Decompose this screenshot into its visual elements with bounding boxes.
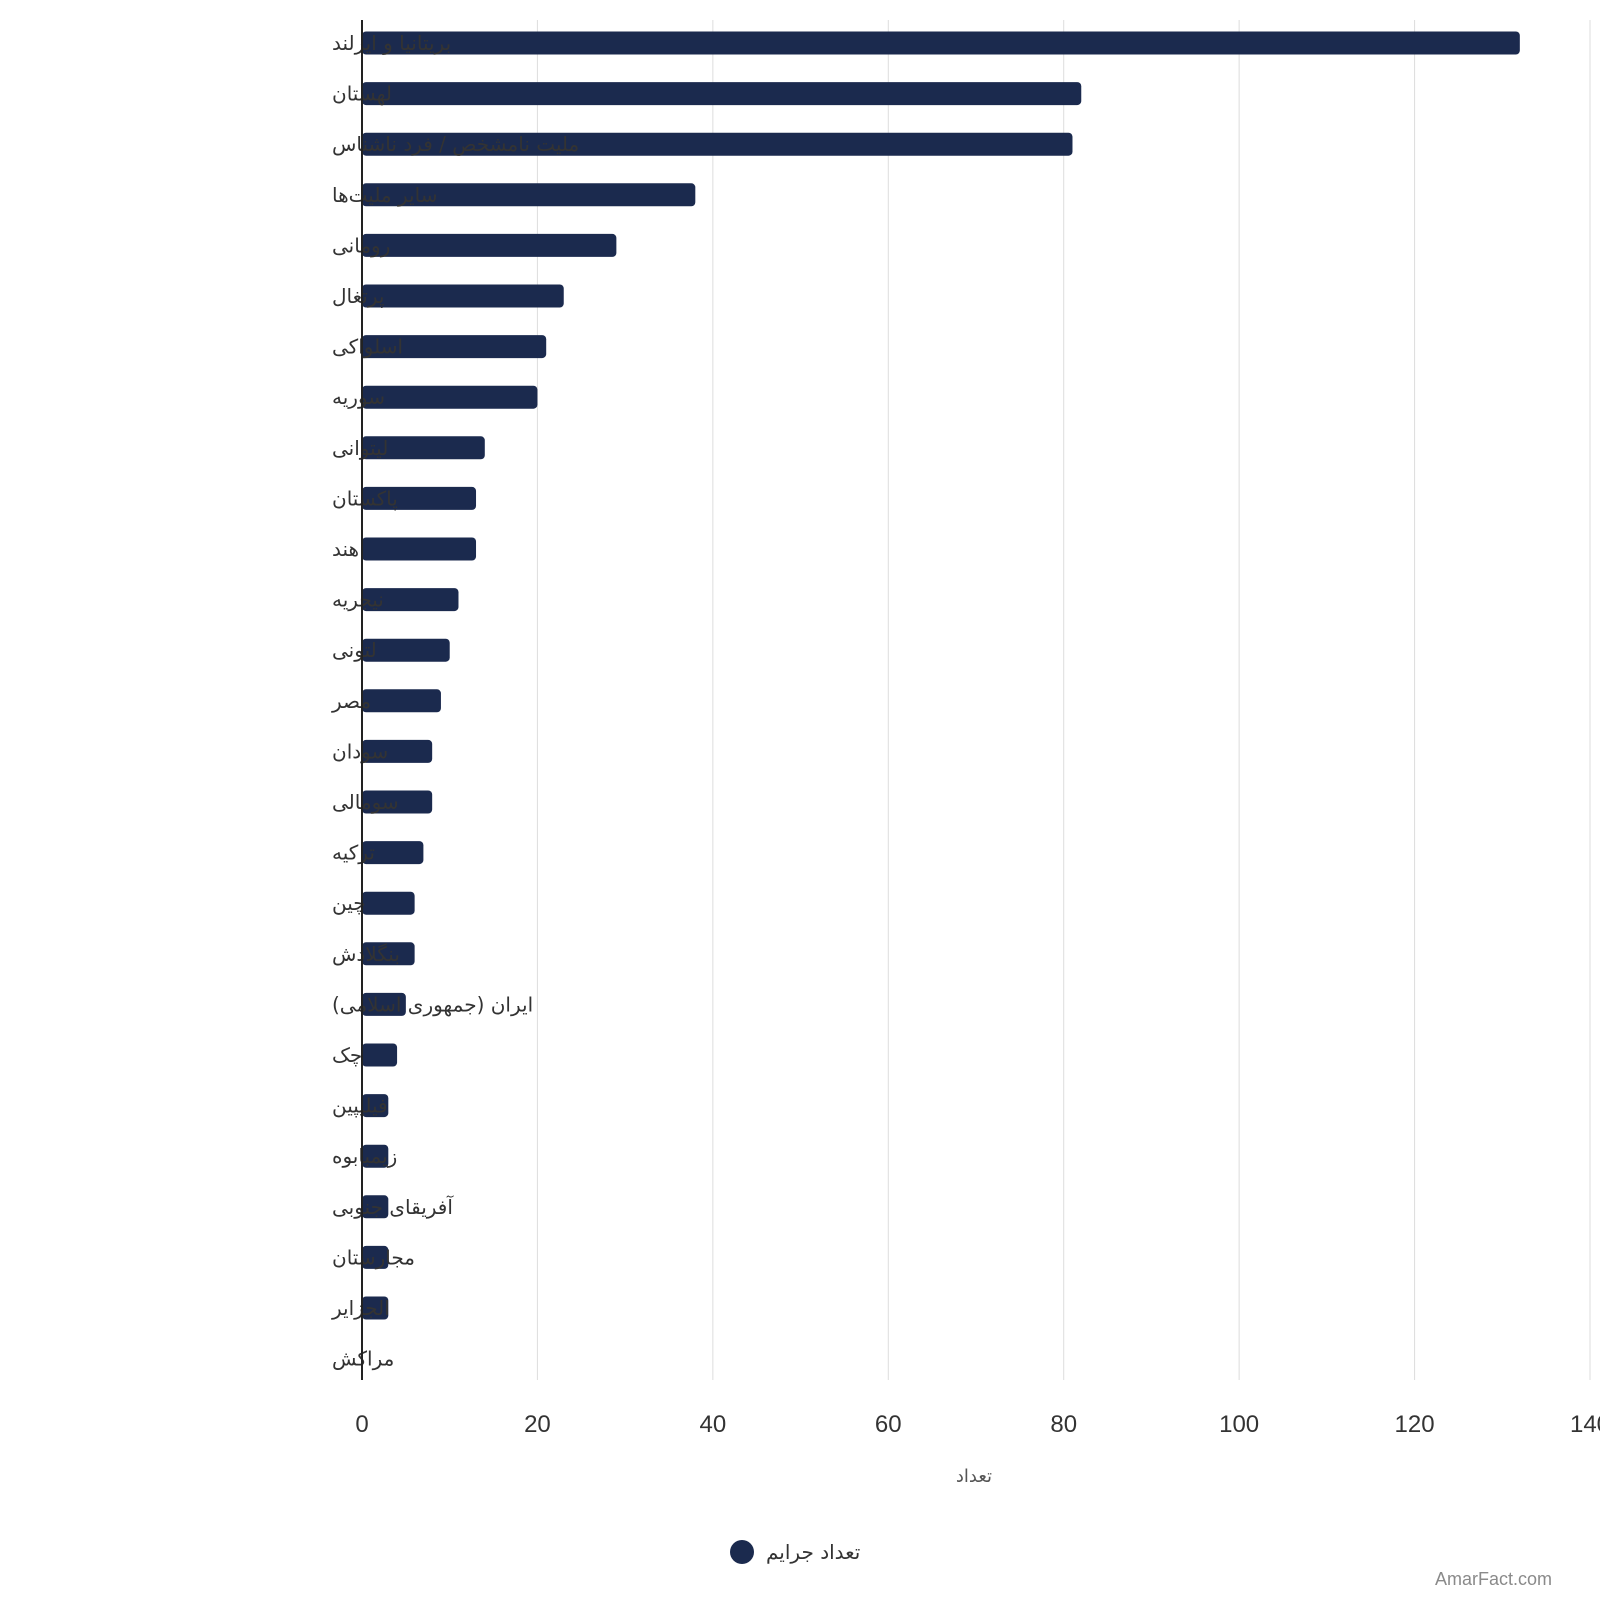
bar[interactable] — [362, 233, 617, 257]
category-label: سایر ملیت‌ها — [332, 183, 437, 207]
bar[interactable] — [362, 891, 415, 915]
category-label: سوریه — [332, 385, 385, 409]
category-label: لتونی — [332, 638, 377, 662]
legend-label: تعداد جرایم — [766, 1540, 860, 1564]
legend[interactable]: تعداد جرایم — [730, 1540, 860, 1564]
category-label: بریتانیا و ایرلند — [332, 31, 451, 55]
x-axis-title: تعداد — [956, 1466, 992, 1487]
category-label: چین — [332, 891, 366, 915]
category-label: نیجریه — [332, 588, 384, 612]
category-label: مراکش — [332, 1347, 394, 1371]
category-label: ایران (جمهوری اسلامی) — [332, 992, 533, 1016]
bar[interactable] — [362, 385, 538, 409]
bar[interactable] — [362, 790, 433, 814]
gridlines — [536, 20, 1591, 1380]
category-label: پرتغال — [332, 284, 384, 309]
bar[interactable] — [362, 132, 1073, 156]
legend-marker-icon — [730, 1540, 754, 1564]
category-label: بنگلادش — [332, 942, 400, 966]
category-label: چک — [332, 1043, 362, 1067]
bar[interactable] — [362, 183, 696, 207]
bar[interactable] — [362, 486, 477, 510]
category-label: ملیت نامشخص / فرد ناشناس — [332, 132, 579, 156]
bar[interactable] — [362, 1195, 389, 1219]
bar[interactable] — [362, 82, 1082, 106]
x-tick-label: 20 — [524, 1411, 551, 1438]
x-tick-label: 100 — [1219, 1411, 1259, 1438]
bar[interactable] — [362, 284, 564, 308]
bars — [362, 31, 1520, 1320]
bar[interactable] — [362, 638, 450, 662]
category-label: الجزایر — [331, 1296, 390, 1320]
bar[interactable] — [362, 992, 406, 1016]
x-tick-label: 80 — [1050, 1411, 1077, 1438]
bar[interactable] — [362, 1144, 389, 1168]
bar[interactable] — [362, 436, 485, 460]
category-label: زیمبابوه — [332, 1144, 397, 1168]
bar[interactable] — [362, 841, 424, 865]
bar[interactable] — [362, 1296, 389, 1320]
category-label: اسلواکی — [332, 335, 403, 359]
watermark: AmarFact.com — [1434, 1569, 1552, 1589]
category-label: سودان — [332, 739, 388, 763]
category-label: هند — [332, 537, 359, 561]
category-label: مصر — [331, 689, 371, 713]
bar[interactable] — [362, 1245, 389, 1269]
bar[interactable] — [362, 942, 415, 966]
category-label: آفریقای جنوبی — [332, 1194, 454, 1219]
x-tick-label: 0 — [355, 1411, 368, 1438]
x-tick-label: 60 — [875, 1411, 902, 1438]
x-tick-label: 40 — [700, 1411, 727, 1438]
bar[interactable] — [362, 588, 459, 612]
category-label: مجارستان — [332, 1245, 415, 1269]
category-label: سومالی — [332, 790, 399, 814]
bar[interactable] — [362, 1043, 398, 1067]
category-label: ترکیه — [332, 841, 375, 865]
bar[interactable] — [362, 1094, 389, 1118]
category-label: لیتوانی — [332, 436, 388, 460]
bar[interactable] — [362, 739, 433, 763]
x-tick-labels: 0 20 40 60 80 100 120 140 — [355, 1411, 1600, 1438]
category-label: فیلیپین — [332, 1094, 388, 1119]
category-label: پاکستان — [332, 486, 398, 511]
x-tick-label: 120 — [1395, 1411, 1435, 1438]
bar[interactable] — [362, 31, 1520, 55]
bar[interactable] — [362, 335, 547, 359]
bar[interactable] — [362, 537, 477, 561]
x-tick-label: 140 — [1570, 1411, 1600, 1438]
bar[interactable] — [362, 689, 441, 713]
